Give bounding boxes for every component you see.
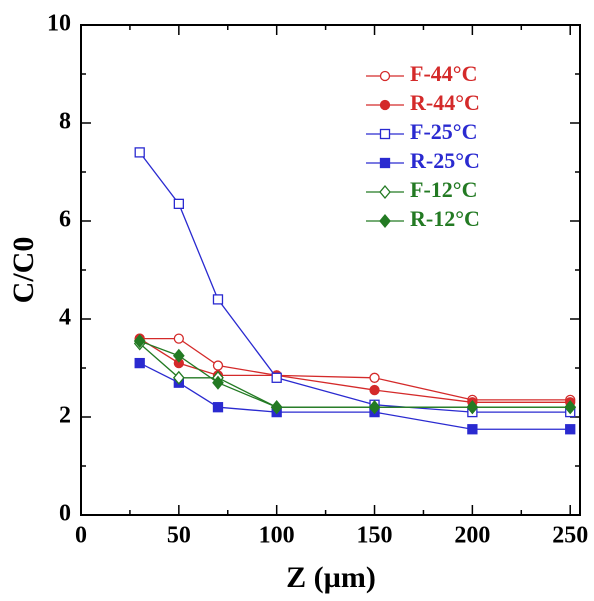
legend-label: F-12°C [410, 177, 477, 202]
marker [134, 147, 145, 158]
y-tick-label: 10 [47, 11, 71, 37]
x-tick-label: 250 [552, 523, 588, 549]
plot-frame [80, 24, 581, 516]
x-tick-label: 100 [259, 523, 295, 549]
legend-label: F-25°C [410, 119, 477, 144]
marker [565, 424, 576, 435]
marker [368, 400, 381, 415]
marker [379, 128, 391, 140]
marker [271, 372, 282, 383]
marker [172, 370, 185, 385]
legend-label: F-44°C [410, 61, 477, 86]
marker [173, 198, 184, 210]
y-axis-label: C/C0 [7, 237, 40, 304]
marker [379, 157, 391, 169]
marker [172, 348, 185, 363]
y-tick-label: 4 [59, 305, 71, 331]
y-tick-label: 0 [59, 501, 71, 527]
series-line [139, 343, 571, 408]
marker [212, 402, 224, 413]
marker [379, 70, 391, 82]
marker [270, 400, 283, 415]
marker [379, 184, 391, 200]
x-axis-label: Z (µm) [286, 561, 376, 594]
y-tick-label: 8 [59, 109, 71, 135]
marker [467, 424, 478, 435]
legend-label: R-44°C [410, 90, 480, 115]
marker [133, 334, 146, 349]
marker [173, 333, 184, 344]
marker [212, 294, 224, 305]
marker [369, 384, 380, 396]
y-tick-label: 6 [59, 207, 71, 233]
marker [134, 357, 145, 369]
marker [466, 400, 479, 415]
marker [212, 375, 224, 390]
marker [379, 99, 391, 111]
marker [212, 360, 224, 371]
x-tick-label: 150 [357, 523, 393, 549]
marker [564, 400, 577, 415]
x-tick-label: 200 [454, 523, 490, 549]
y-tick-label: 2 [59, 403, 71, 429]
x-tick-label: 50 [167, 523, 191, 549]
legend-label: R-25°C [410, 148, 480, 173]
series-line [139, 338, 571, 403]
marker [379, 213, 391, 229]
legend-label: R-12°C [410, 206, 480, 231]
series-line [139, 340, 571, 408]
marker [369, 372, 380, 383]
x-tick-label: 0 [75, 523, 87, 549]
series-line [139, 337, 571, 401]
